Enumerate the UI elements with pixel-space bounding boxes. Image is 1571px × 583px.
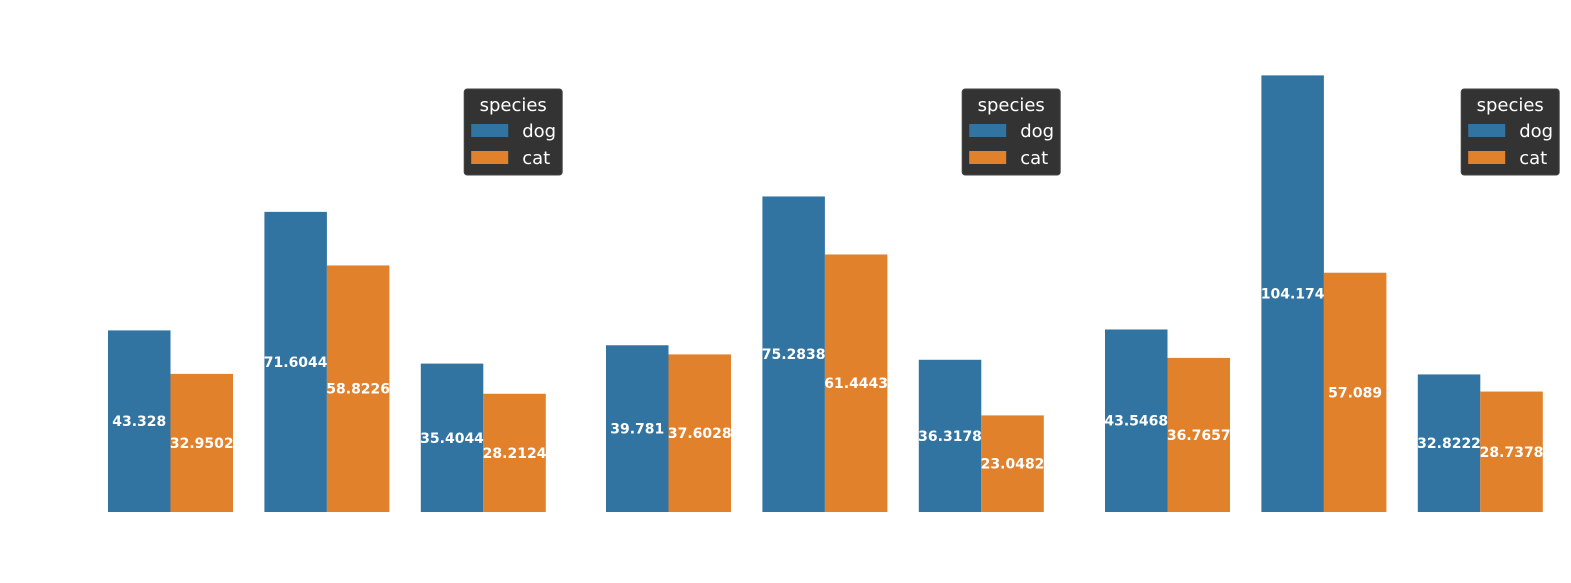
bar-dog xyxy=(1417,374,1481,512)
bar-value-label: 28.7378 xyxy=(1480,445,1544,461)
bar-value-label: 71.6044 xyxy=(264,355,328,371)
legend-label-cat: cat xyxy=(522,148,550,169)
legend-swatch-dog xyxy=(1468,124,1506,137)
bar-value-label: 36.3178 xyxy=(918,429,982,445)
bar-dog xyxy=(264,211,327,512)
bar-cat xyxy=(981,415,1044,512)
bar-value-label: 23.0482 xyxy=(981,457,1045,473)
legend-swatch-cat xyxy=(969,151,1007,164)
bar-dog xyxy=(420,363,484,512)
legend-label-cat: cat xyxy=(1020,148,1048,169)
bar-value-label: 61.4443 xyxy=(824,376,888,392)
legend-title: species xyxy=(978,95,1045,116)
legend-swatch-cat xyxy=(1468,151,1506,164)
bar-cat xyxy=(824,254,888,512)
legend: species dog cat xyxy=(961,88,1061,176)
bar-cat xyxy=(668,354,731,512)
bar-cat xyxy=(483,393,546,512)
bar-dog xyxy=(762,196,825,512)
bar-dog xyxy=(1261,75,1324,512)
bar-cat xyxy=(1167,357,1230,512)
bar-value-label: 32.8222 xyxy=(1417,436,1481,452)
legend-swatch-cat xyxy=(471,151,509,164)
legend-label-cat: cat xyxy=(1519,148,1547,169)
legend-swatch-dog xyxy=(471,124,509,137)
legend-title: species xyxy=(1477,95,1544,116)
bar-value-label: 39.781 xyxy=(610,422,664,438)
bar-value-label: 37.6028 xyxy=(668,426,732,442)
bar-value-label: 32.9502 xyxy=(170,436,234,452)
bar-cat xyxy=(1323,272,1387,512)
bar-value-label: 35.4044 xyxy=(420,431,484,447)
bar-value-label: 104.174 xyxy=(1261,287,1325,303)
bar-dog xyxy=(918,359,982,512)
legend-label-dog: dog xyxy=(522,121,556,142)
bar-dog xyxy=(108,330,171,512)
bar-value-label: 43.328 xyxy=(112,414,166,430)
legend: species dog cat xyxy=(463,88,563,176)
bar-cat xyxy=(1480,391,1543,512)
bar-value-label: 28.2124 xyxy=(483,446,547,462)
bar-cat xyxy=(170,373,233,512)
bar-value-label: 57.089 xyxy=(1328,385,1382,401)
legend-label-dog: dog xyxy=(1519,121,1553,142)
bar-value-label: 75.2838 xyxy=(762,347,826,363)
bar-dog xyxy=(606,345,669,512)
chart-panel-2: 39.781 37.6028 75.2838 61.4443 36.3178 23.048… xyxy=(606,88,1061,512)
legend-title: species xyxy=(480,95,547,116)
bar-value-label: 36.7657 xyxy=(1167,428,1231,444)
legend: species dog cat xyxy=(1460,88,1560,176)
legend-swatch-dog xyxy=(969,124,1007,137)
bar-value-label: 58.8226 xyxy=(326,382,390,398)
bar-dog xyxy=(1105,329,1168,512)
legend-label-dog: dog xyxy=(1020,121,1054,142)
bar-value-label: 43.5468 xyxy=(1104,414,1168,430)
bar-cat xyxy=(326,265,390,512)
